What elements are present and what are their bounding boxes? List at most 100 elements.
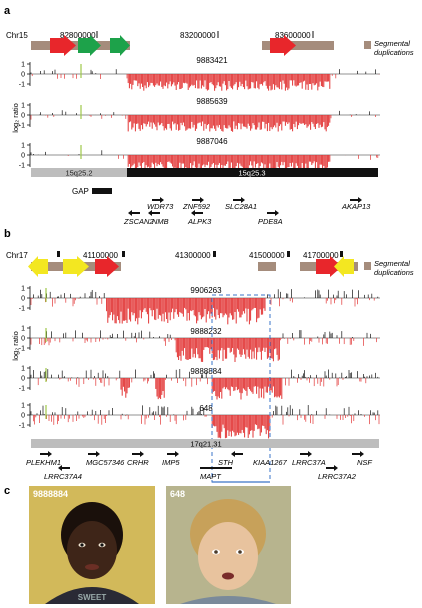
panel-a-chr-label: Chr15 — [6, 31, 28, 40]
gap-block — [92, 188, 112, 194]
gene-label: ALPK3 — [187, 217, 212, 226]
segdup-block — [258, 262, 276, 271]
panel-a-sample: 9887046 — [196, 137, 228, 146]
shirt — [45, 587, 139, 604]
gene-label: PLEKHM1 — [26, 458, 61, 467]
photo-patient-2 — [166, 486, 291, 604]
panel-a-tracks: 1 0 -1 1 0 -1 1 0 -1 — [19, 62, 380, 172]
gene-label: WDR73 — [147, 202, 174, 211]
gene-label: CRHR — [127, 458, 149, 467]
axis-tick-label: -1 — [19, 386, 25, 393]
gene-arrow — [191, 210, 203, 216]
axis-tick-label: -1 — [19, 423, 25, 430]
segdup-legend-label: duplications — [374, 48, 414, 57]
panel-a-coords: 82800000 83200000 83600000 — [60, 31, 311, 40]
axis-tick-label: -1 — [19, 346, 25, 353]
gene-arrow — [132, 451, 144, 457]
gene-arrow — [152, 197, 164, 203]
photo-label: 648 — [170, 489, 185, 499]
panel-a-sample: 9883421 — [196, 56, 228, 65]
segdup-arrow-green — [110, 35, 130, 56]
panel-b-gene-arrows — [40, 451, 364, 471]
axis-tick-label: 1 — [21, 62, 25, 69]
panel-b-tracks: 1 0 -1 1 0 -1 1 0 -1 1 0 -1 — [19, 286, 380, 439]
axis-tick-label: 1 — [21, 326, 25, 333]
axis-tick-label: 0 — [21, 72, 25, 79]
photo-label: 9888884 — [33, 489, 68, 499]
segdup-legend-label: Segmental — [374, 39, 410, 48]
gene-arrow — [192, 197, 204, 203]
panel-b-segdup-track — [28, 256, 371, 277]
band-label: 17q21.31 — [190, 440, 221, 449]
panel-b-sample: 648 — [199, 404, 213, 413]
segdup-arrow-red — [95, 256, 119, 277]
photo-patient-1: SWEET — [29, 486, 155, 604]
cytoband-17q21-31 — [31, 439, 379, 448]
panel-b-ylabel: log₂ ratio — [11, 331, 20, 361]
log-ratio-track: 1 0 -1 — [19, 62, 380, 91]
gene-arrow — [148, 210, 160, 216]
log-ratio-track: 1 0 -1 — [19, 366, 380, 400]
gene-label: NMB — [152, 217, 169, 226]
axis-tick-label: 0 — [21, 336, 25, 343]
gene-label: MGC57346 — [86, 458, 125, 467]
gene-label: NSF — [357, 458, 372, 467]
gene-label: SLC28A1 — [225, 202, 257, 211]
gene-arrow — [352, 451, 364, 457]
axis-tick-label: 0 — [21, 376, 25, 383]
segdup-legend-label: duplications — [374, 268, 414, 277]
panel-a-ylabel: log₂ ratio — [11, 103, 20, 133]
gene-label: LRRC37A4 — [44, 472, 82, 481]
axis-tick-label: 0 — [21, 113, 25, 120]
gene-label: ZNF592 — [182, 202, 211, 211]
axis-tick-label: -1 — [19, 123, 25, 130]
panel-a-letter: a — [4, 5, 11, 17]
panel-b-sample: 9906263 — [190, 286, 222, 295]
panel-b-coord-ticks — [57, 251, 343, 257]
log-ratio-track: 1 0 -1 — [19, 143, 380, 172]
axis-tick-label: 0 — [21, 413, 25, 420]
cytoband-15q25-3 — [127, 168, 378, 177]
gene-label: AKAP13 — [341, 202, 371, 211]
panel-a-segdup-track — [31, 35, 371, 56]
band-label: 15q25.2 — [65, 169, 92, 178]
segdup-arrow-red — [316, 256, 342, 277]
face — [67, 521, 117, 579]
panel-b-coord: 41100000 — [83, 251, 119, 260]
panel-a-coord: 82800000 — [60, 31, 96, 40]
gene-label: STH — [218, 458, 234, 467]
cytoband-15q25-2 — [31, 168, 127, 177]
segdup-arrow-yellow — [28, 256, 48, 277]
segdup-arrow-yellow — [334, 256, 354, 277]
log-ratio-track: 1 0 -1 — [19, 403, 380, 439]
segdup-arrow-green — [78, 35, 101, 56]
panel-b-coord: 41700000 — [303, 251, 339, 260]
gene-arrow — [300, 451, 312, 457]
panel-b-coord: 41300000 — [175, 251, 211, 260]
gene-bar — [200, 467, 232, 469]
axis-tick-label: 1 — [21, 366, 25, 373]
panel-a-coord: 83600000 — [275, 31, 311, 40]
log-ratio-track: 1 0 -1 — [19, 286, 380, 325]
axis-tick-label: 0 — [21, 296, 25, 303]
gene-arrow — [350, 197, 362, 203]
segdup-legend-swatch — [364, 262, 371, 270]
gene-label: LRRC37A2 — [318, 472, 357, 481]
segdup-arrow-yellow — [63, 256, 89, 277]
panel-a-coord: 83200000 — [180, 31, 216, 40]
shirt — [180, 596, 276, 604]
gene-arrow — [231, 451, 243, 457]
gene-label: MAPT — [200, 472, 222, 481]
segdup-block — [262, 41, 334, 50]
gene-arrow — [58, 465, 70, 471]
gap-label: GAP — [72, 187, 89, 196]
band-label: 15q25.3 — [238, 169, 265, 178]
axis-tick-label: -1 — [19, 306, 25, 313]
gene-label: IMP5 — [162, 458, 180, 467]
gene-label: ZSCAN2 — [123, 217, 154, 226]
panel-c-letter: c — [4, 485, 10, 497]
axis-tick-label: -1 — [19, 163, 25, 170]
segdup-arrow-red — [50, 35, 76, 56]
axis-tick-label: 1 — [21, 403, 25, 410]
panel-b-chr-label: Chr17 — [6, 251, 28, 260]
